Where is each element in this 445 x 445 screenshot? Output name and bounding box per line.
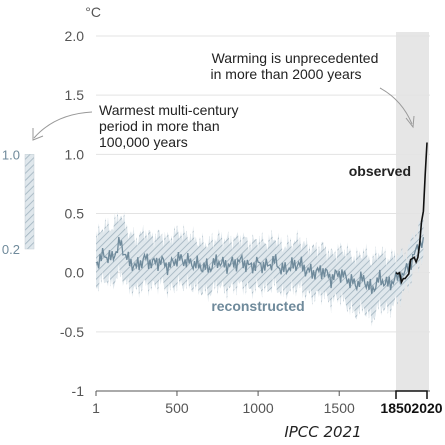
arrowhead-warmest bbox=[32, 128, 44, 141]
arrow-unprecedented bbox=[379, 87, 413, 125]
annotation-warmest-line3: 100,000 years bbox=[99, 134, 188, 150]
y-tick-label: -0.5 bbox=[60, 324, 84, 340]
arrowhead-unprecedented bbox=[405, 115, 415, 129]
reconstructed-uncertainty-band bbox=[96, 211, 424, 327]
highlight-period-bracket bbox=[395, 390, 428, 399]
observed-series-line bbox=[395, 142, 428, 285]
x-axis-ticks: 1 500 1000 1500 1850 2020 bbox=[92, 391, 443, 416]
arrow-warmest bbox=[33, 111, 93, 139]
reconstructed-series-line bbox=[95, 236, 425, 294]
annotation-unprecedented-line2: in more than 2000 years bbox=[211, 66, 362, 82]
y-tick-label: 2.0 bbox=[65, 28, 85, 44]
annotation-warmest-line2: period in more than bbox=[99, 118, 220, 134]
annotation-warmest-line1: Warmest multi-century bbox=[99, 102, 239, 118]
y-tick-label: 1.5 bbox=[65, 87, 85, 103]
y-tick-label: 1.0 bbox=[65, 146, 85, 162]
x-tick-label: 1 bbox=[92, 400, 100, 416]
warmest-period-range-bar bbox=[24, 154, 35, 250]
series-label-reconstructed: reconstructed bbox=[211, 298, 304, 314]
warmest-range-high-label: 1.0 bbox=[2, 147, 20, 162]
x-tick-label: 2020 bbox=[411, 400, 442, 416]
series-label-observed: observed bbox=[349, 163, 411, 179]
x-tick-label: 500 bbox=[165, 400, 189, 416]
y-tick-label: -1 bbox=[72, 383, 85, 399]
x-tick-label: 1850 bbox=[380, 400, 411, 416]
annotation-unprecedented-line1: Warming is unprecedented bbox=[212, 50, 379, 66]
gridlines bbox=[96, 35, 430, 333]
warmest-range-low-label: 0.2 bbox=[2, 242, 20, 257]
x-tick-label: 1000 bbox=[243, 400, 274, 416]
y-axis-unit: °C bbox=[85, 4, 101, 20]
y-axis-ticks: 2.0 1.5 1.0 0.5 0.0 -0.5 -1 bbox=[60, 28, 84, 399]
x-tick-label: 1500 bbox=[324, 400, 355, 416]
credit-label: IPCC 2021 bbox=[284, 423, 361, 441]
y-tick-label: 0.5 bbox=[65, 206, 85, 222]
y-tick-label: 0.0 bbox=[65, 265, 85, 281]
